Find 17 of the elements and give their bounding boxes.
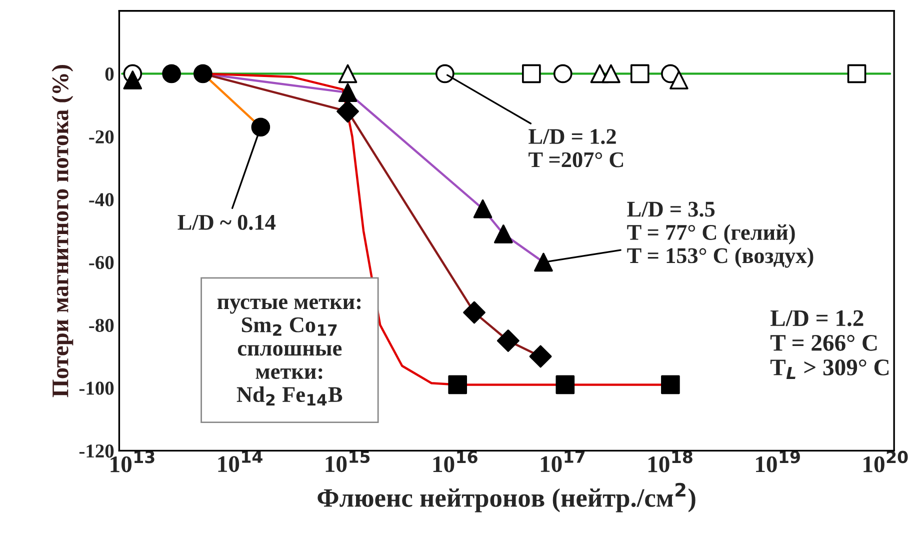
- text: пустые метки: Sm$_{2}$ Co$_{17}$ сплошные метки: Nd$_{2}$ Fe$_{14}$B: [217, 298, 361, 406]
- x-axis-title: Флюенс нейтронов (нейтр./см$^{2}$): [318, 482, 696, 512]
- x-tick-label: 10$^{19}$: [756, 450, 800, 472]
- annotation: L/D = 3.5 T = 77° C (гелий) T = 153° C (воздух): [627, 202, 814, 268]
- y-tick-label: -80: [89, 318, 114, 332]
- annotation: L/D = 1.2 T =207° C: [528, 129, 624, 168]
- y-axis-title: Потери магнитного потока (%): [52, 65, 74, 398]
- y-tick-label: -20: [89, 130, 114, 144]
- annotation: L/D ~ 0.14: [178, 214, 276, 230]
- y-tick-label: 0: [105, 68, 114, 81]
- y-tick-label: -60: [89, 256, 114, 270]
- x-tick-label: 10$^{16}$: [433, 450, 478, 472]
- x-tick-label: 10$^{20}$: [864, 450, 908, 472]
- annotation: L/D = 1.2 T = 266° C T$_{L}$ > 309° C: [770, 310, 889, 380]
- y-tick-label: -40: [89, 193, 114, 206]
- y-tick-label: -100: [79, 382, 114, 395]
- x-tick-label: 10$^{18}$: [648, 450, 692, 472]
